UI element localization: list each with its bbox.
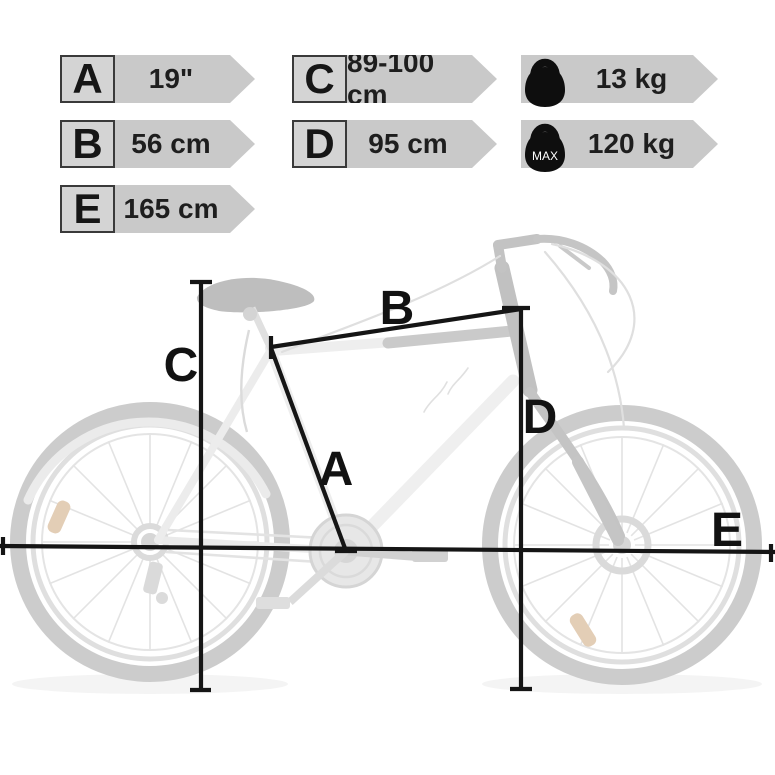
spec-badge-a: A 19" <box>60 55 255 103</box>
spec-badge-c: C 89-100 cm <box>292 55 497 103</box>
spec-arrow-d: 95 cm <box>347 120 497 168</box>
spec-letter-a: A <box>72 55 103 102</box>
weight-badge-bike: 13 kg <box>521 55 718 107</box>
measurement-lines <box>0 279 775 693</box>
spec-letter-box-b: B <box>60 120 115 168</box>
weight-value-bike: 13 kg <box>595 63 668 94</box>
rear-wheel-shadow <box>12 674 288 694</box>
front-reflector <box>569 613 597 647</box>
fork <box>525 387 625 541</box>
spec-badge-b: B 56 cm <box>60 120 255 168</box>
measure-line-d <box>510 309 532 692</box>
spec-letter-b: B <box>72 120 103 167</box>
spec-value-b: 56 cm <box>131 128 211 159</box>
spec-value-e: 165 cm <box>123 193 219 224</box>
spec-letter-box-c: C <box>292 55 347 103</box>
rear-derailleur <box>143 561 163 595</box>
spec-letter-box-e: E <box>60 185 115 233</box>
spec-letter-e: E <box>73 185 102 232</box>
spec-badge-e: E 165 cm <box>60 185 255 233</box>
measure-line-e <box>0 537 775 562</box>
right-pedal <box>412 549 448 562</box>
spec-value-c: 89-100 cm <box>347 47 435 110</box>
front-wheel-shadow <box>482 674 762 694</box>
diagram-label-c: C <box>163 339 199 392</box>
saddle <box>196 277 315 433</box>
front-wheel <box>482 405 762 685</box>
head-tube <box>494 260 538 398</box>
spec-letter-box-d: D <box>292 120 347 168</box>
spec-arrow-b: 56 cm <box>115 120 255 168</box>
crankset <box>165 513 448 609</box>
measure-line-a <box>269 347 357 554</box>
spec-value-d: 95 cm <box>368 128 448 159</box>
spec-arrow-c: 89-100 cm <box>347 55 497 103</box>
rear-brake-cable <box>239 329 251 433</box>
diagram-label-d: D <box>522 391 558 444</box>
spec-letter-d: D <box>304 120 335 167</box>
rear-reflector <box>47 500 71 534</box>
kettlebell-icon <box>525 58 565 107</box>
spec-letter-c: C <box>304 55 335 102</box>
frame-decal <box>423 367 469 413</box>
kettlebell-max-label: MAX <box>532 149 558 163</box>
spec-arrow-a: 19" <box>115 55 255 103</box>
kettlebell-max-icon: MAX <box>525 123 565 172</box>
diagram-label-b: B <box>379 282 415 335</box>
rear-fender <box>23 417 271 505</box>
left-pedal <box>256 597 290 609</box>
measure-line-c <box>190 279 212 693</box>
spec-value-a: 19" <box>148 63 194 94</box>
weight-value-max: 120 kg <box>587 128 676 159</box>
spec-badge-d: D 95 cm <box>292 120 497 168</box>
spec-letter-box-a: A <box>60 55 115 103</box>
diagram-label-e: E <box>710 504 744 557</box>
spec-arrow-e: 165 cm <box>115 185 255 233</box>
rear-wheel <box>10 402 290 682</box>
weight-badge-max: 120 kg MAX <box>521 120 718 172</box>
measure-line-b <box>268 305 530 359</box>
front-disc-brake <box>592 515 652 575</box>
diagram-label-a: A <box>318 443 354 496</box>
